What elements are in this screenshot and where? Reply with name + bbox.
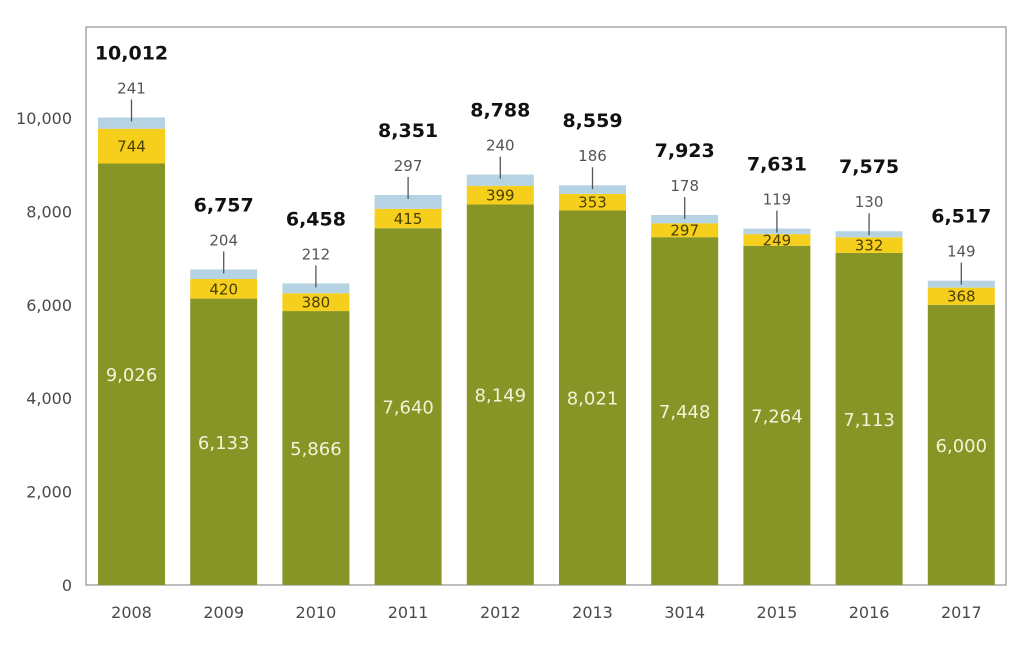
x-tick-label: 2012 (480, 603, 521, 622)
bar-segment-middle (835, 237, 903, 253)
x-tick-label: 2011 (388, 603, 429, 622)
bar-segment-top (98, 117, 165, 129)
base-value-label: 8,149 (475, 386, 527, 407)
x-tick-label: 2009 (203, 603, 244, 622)
x-tick-label: 2017 (941, 603, 982, 622)
total-value-label: 7,631 (747, 154, 807, 176)
base-value-label: 9,026 (106, 365, 158, 386)
middle-value-label: 744 (117, 138, 146, 156)
bar-segment-base (559, 210, 626, 585)
y-tick-label: 6,000 (26, 296, 72, 315)
bar-segment-top (466, 174, 534, 186)
middle-value-label: 297 (670, 222, 699, 240)
top-value-label: 186 (578, 147, 607, 165)
top-value-label: 149 (947, 243, 976, 261)
y-tick-label: 0 (62, 576, 72, 595)
bar-segment-top (190, 269, 258, 279)
middle-value-label: 353 (578, 194, 607, 212)
total-value-label: 6,757 (194, 194, 254, 216)
y-tick-label: 8,000 (26, 202, 72, 221)
bar-segment-middle (559, 193, 626, 211)
bar-segment-base (835, 252, 903, 585)
bar-segment-middle (98, 128, 165, 164)
x-tick-label: 2008 (111, 603, 152, 622)
bar-segment-middle (743, 234, 811, 246)
total-value-label: 8,351 (378, 120, 438, 142)
top-value-label: 241 (117, 79, 146, 97)
bar-segment-top (559, 185, 626, 194)
bar-segment-base (282, 311, 350, 585)
x-tick-label: 2010 (296, 603, 337, 622)
x-tick-label: 2013 (572, 603, 613, 622)
bar-segment-base (651, 237, 719, 585)
bar-segment-top (282, 283, 350, 294)
bar-segment-base (374, 228, 442, 585)
x-tick-label: 2015 (757, 603, 798, 622)
total-value-label: 10,012 (95, 42, 168, 64)
base-value-label: 7,264 (751, 406, 803, 427)
base-value-label: 6,133 (198, 433, 250, 454)
plot-frame (85, 26, 1007, 586)
bar-segment-middle (466, 185, 534, 205)
bar-segment-base (743, 245, 811, 586)
total-value-label: 8,559 (562, 110, 622, 132)
bar-segment-middle (651, 223, 719, 238)
bar-segment-base (466, 204, 534, 585)
x-tick-label: 2016 (849, 603, 890, 622)
total-value-label: 6,517 (931, 206, 991, 228)
top-value-label: 212 (302, 245, 331, 263)
total-value-label: 7,575 (839, 156, 899, 178)
base-value-label: 7,448 (659, 402, 711, 423)
base-value-label: 6,000 (936, 436, 988, 457)
middle-value-label: 420 (209, 280, 238, 298)
base-value-label: 5,866 (290, 439, 342, 460)
bar-segment-base (927, 304, 995, 585)
top-value-label: 119 (763, 191, 792, 209)
middle-value-label: 399 (486, 187, 515, 205)
total-value-label: 6,458 (286, 208, 346, 230)
base-value-label: 7,113 (843, 410, 895, 431)
middle-value-label: 380 (302, 294, 331, 312)
bar-segment-top (374, 194, 442, 209)
y-tick-label: 10,000 (16, 109, 72, 128)
x-tick-label: 3014 (664, 603, 705, 622)
y-tick-label: 4,000 (26, 389, 72, 408)
total-value-label: 7,923 (655, 140, 715, 162)
base-value-label: 8,021 (567, 389, 619, 410)
bar-segment-middle (190, 278, 258, 299)
middle-value-label: 249 (763, 231, 792, 249)
base-value-label: 7,640 (382, 398, 434, 419)
middle-value-label: 332 (855, 237, 884, 255)
bar-segment-top (651, 214, 719, 224)
top-value-label: 240 (486, 137, 515, 155)
bar-segment-base (98, 163, 165, 586)
middle-value-label: 415 (394, 210, 423, 228)
total-value-label: 8,788 (470, 100, 530, 122)
bar-segment-middle (282, 293, 350, 312)
middle-value-label: 368 (947, 288, 976, 306)
top-value-label: 297 (394, 157, 423, 175)
y-tick-label: 2,000 (26, 483, 72, 502)
top-value-label: 178 (670, 177, 699, 195)
top-value-label: 130 (855, 193, 884, 211)
bar-segment-middle (927, 287, 995, 305)
bar-segment-base (190, 298, 258, 585)
bar-segment-middle (374, 208, 442, 229)
top-value-label: 204 (209, 231, 238, 249)
